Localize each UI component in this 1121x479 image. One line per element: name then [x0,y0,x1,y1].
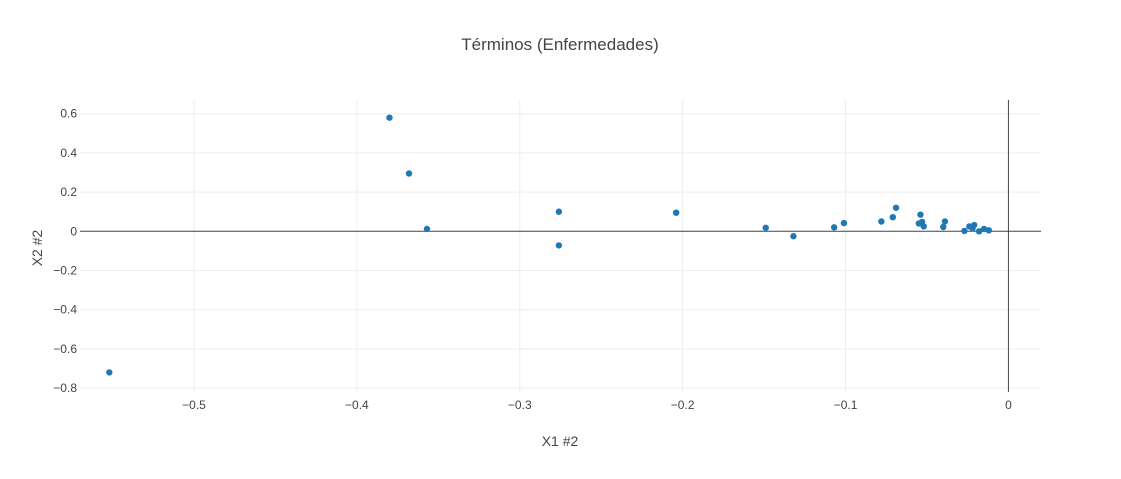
y-axis-title: X2 #2 [29,229,45,266]
y-tick-label: −0.2 [53,263,77,277]
scatter-point[interactable] [917,211,924,218]
x-tick-label: −0.4 [345,398,369,412]
data-points [106,114,993,376]
y-tick-label: 0.2 [60,185,77,199]
y-tick-label: −0.4 [53,303,77,317]
scatter-point[interactable] [980,225,988,233]
x-tick-label: −0.2 [671,398,695,412]
scatter-point[interactable] [985,227,993,234]
y-tick-label: −0.6 [53,342,77,356]
scatter-point[interactable] [386,114,393,121]
scatter-point[interactable] [830,224,838,231]
y-tick-label: 0.6 [60,107,77,121]
scatter-point[interactable] [405,170,413,177]
scatter-point[interactable] [892,204,900,211]
scatter-point[interactable] [762,224,769,231]
scatter-point[interactable] [940,223,947,231]
y-tick-label: 0.4 [60,146,77,160]
x-axis-ticks: −0.5 −0.4 −0.3 −0.2 −0.1 0 [182,398,1012,412]
x-tick-label: −0.3 [508,398,532,412]
zero-lines [80,100,1041,392]
y-axis-ticks: 0.6 0.4 0.2 0 −0.2 −0.4 −0.6 −0.8 [53,107,77,395]
scatter-point[interactable] [941,218,949,225]
scatter-point[interactable] [423,225,431,233]
scatter-point[interactable] [889,213,896,221]
scatter-point[interactable] [790,233,797,240]
x-tick-label: −0.5 [182,398,206,412]
x-tick-label: −0.1 [834,398,858,412]
chart-title: Términos (Enfermedades) [461,35,658,54]
x-axis-title: X1 #2 [542,433,579,449]
scatter-point[interactable] [672,209,680,216]
scatter-point[interactable] [971,221,978,229]
scatter-point[interactable] [555,208,563,215]
scatter-point[interactable] [555,242,563,249]
scatter-point[interactable] [961,227,968,235]
scatter-point[interactable] [975,228,983,235]
x-tick-label: 0 [1005,398,1012,412]
scatter-point[interactable] [106,369,113,376]
scatter-point[interactable] [920,223,927,230]
y-tick-label: 0 [70,224,77,238]
grid-layer [80,100,1041,392]
scatter-point[interactable] [840,219,848,227]
y-tick-label: −0.8 [53,381,77,395]
scatter-point[interactable] [878,218,885,225]
